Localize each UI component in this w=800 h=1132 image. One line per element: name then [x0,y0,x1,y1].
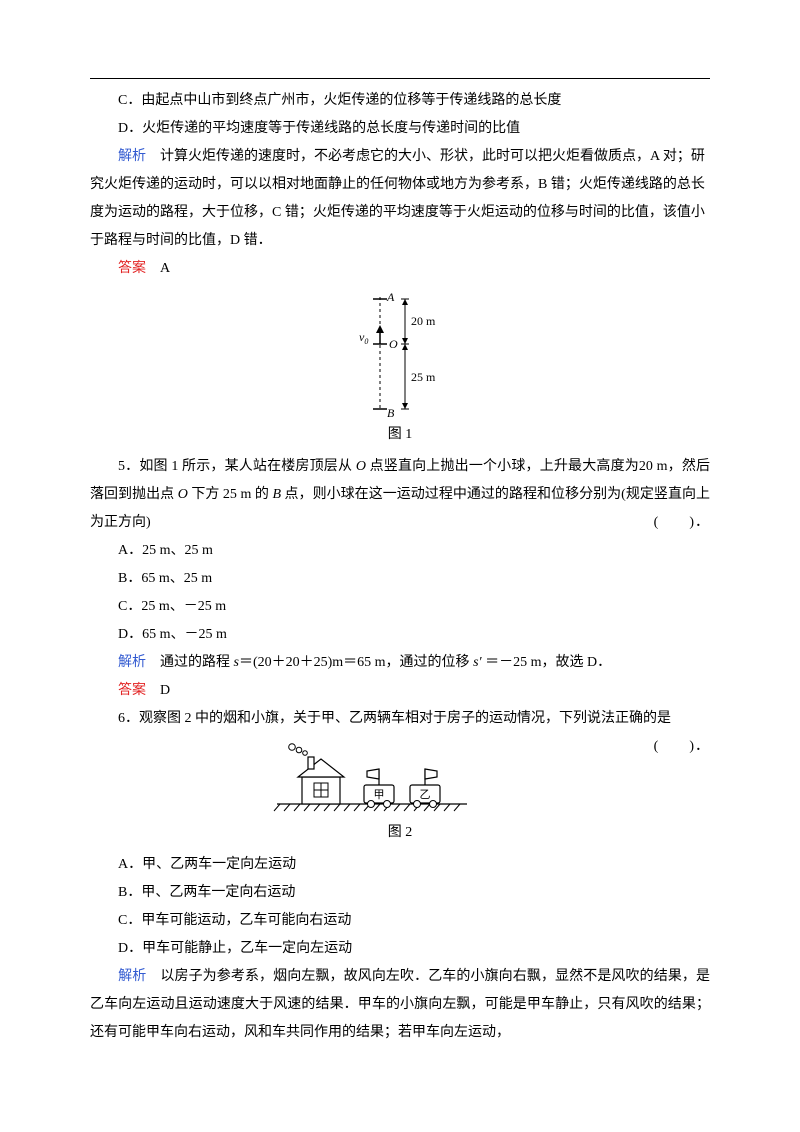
q5-stem-3: 下方 25 m 的 [188,487,273,502]
answer-label: 答案 [118,261,146,276]
q5-analysis: 解析 通过的路程 s＝(20＋20＋25)m＝65 m，通过的位移 s′ ＝－2… [90,649,710,677]
figure-1-caption: 图 1 [90,421,710,449]
q4-option-c: C．由起点中山市到终点广州市，火炬传递的位移等于传递线路的总长度 [90,87,710,115]
answer-label: 答案 [118,683,146,698]
q5-O: O [356,459,366,474]
q5-analysis-tail: ＝－25 m，故选 D． [482,655,612,670]
q6-stem-text: 6．观察图 2 中的烟和小旗，关于甲、乙两辆车相对于房子的运动情况，下列说法正确… [118,711,671,726]
fig1-v0: v0 [359,330,368,346]
q4-option-d: D．火炬传递的平均速度等于传递线路的总长度与传递时间的比值 [90,115,710,143]
q6-option-a: A．甲、乙两车一定向左运动 [90,851,710,879]
fig1-20m: 20 m [411,314,436,328]
fig1-25m: 25 m [411,370,436,384]
q5-B: B [272,487,281,502]
q5-analysis-pre: 通过的路程 [146,655,234,670]
q5-analysis-eq: ＝(20＋20＋25)m＝65 m，通过的位移 [239,655,473,670]
analysis-label: 解析 [118,149,146,164]
fig2-jia: 甲 [373,789,384,801]
q5-answer-text: D [146,683,170,698]
q5-option-c: C．25 m、－25 m [90,593,710,621]
fig2-yi: 乙 [419,788,430,801]
q6-analysis: 解析 以房子为参考系，烟向左飘，故风向左吹．乙车的小旗向右飘，显然不是风吹的结果… [90,963,710,1047]
q6-option-b: B．甲、乙两车一定向右运动 [90,879,710,907]
q6-option-d: D．甲车可能静止，乙车一定向左运动 [90,935,710,963]
q4-analysis: 解析 计算火炬传递的速度时，不必考虑它的大小、形状，此时可以把火炬看做质点，A … [90,143,710,255]
fig1-label-B: B [387,406,395,419]
q5-sprime: s′ [473,655,482,670]
analysis-label: 解析 [118,969,146,984]
q5-option-a: A．25 m、25 m [90,537,710,565]
fig1-label-O: O [389,337,398,351]
q6-analysis-text: 以房子为参考系，烟向左飘，故风向左吹．乙车的小旗向右飘，显然不是风吹的结果，是乙… [90,969,710,1040]
q5-bracket: ( )． [654,509,710,537]
q4-answer-text: A [146,261,170,276]
q5-O2: O [178,487,188,502]
q6-stem: 6．观察图 2 中的烟和小旗，关于甲、乙两辆车相对于房子的运动情况，下列说法正确… [90,705,710,733]
fig1-label-A: A [386,290,395,304]
figure-2: 甲 乙 [90,739,710,817]
q6-bracket: ( )． [654,733,710,761]
q5-answer: 答案 D [90,677,710,705]
q4-answer: 答案 A [90,255,710,283]
analysis-label: 解析 [118,655,146,670]
q5-option-b: B．65 m、25 m [90,565,710,593]
q5-option-d: D．65 m、－25 m [90,621,710,649]
figure-2-caption: 图 2 [90,819,710,847]
q5-stem-1: 5．如图 1 所示，某人站在楼房顶层从 [118,459,356,474]
q5-stem: 5．如图 1 所示，某人站在楼房顶层从 O 点竖直向上抛出一个小球，上升最大高度… [90,453,710,537]
q4-analysis-text: 计算火炬传递的速度时，不必考虑它的大小、形状，此时可以把火炬看做质点，A 对；研… [90,149,705,248]
q6-option-c: C．甲车可能运动，乙车可能向右运动 [90,907,710,935]
page-header [90,60,710,79]
figure-1: A O B 20 m 25 m v0 [90,289,710,419]
